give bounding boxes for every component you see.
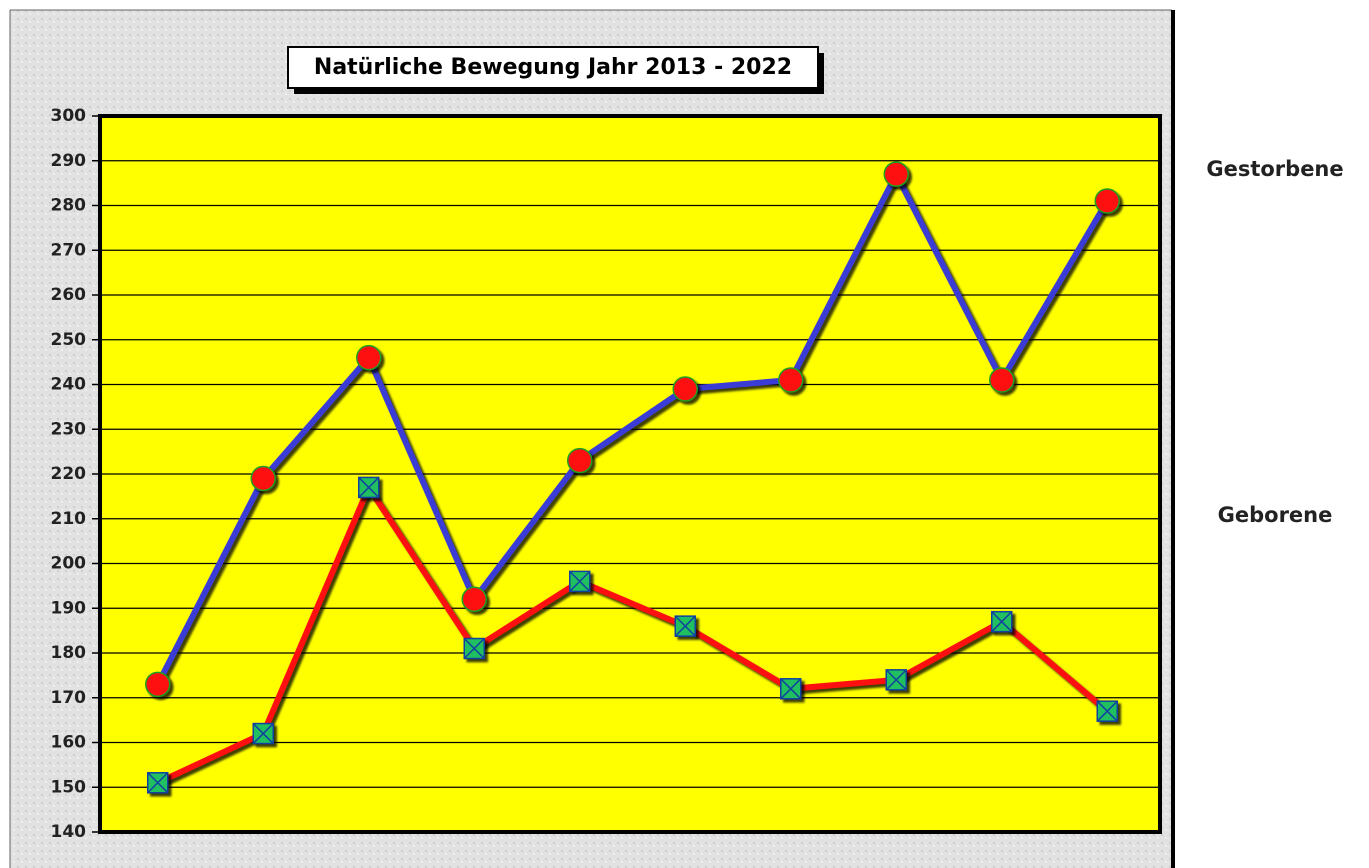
point-marker [883,161,909,187]
marker-part [991,611,1013,633]
y-tick-label: 210 [51,509,87,529]
point-marker [991,610,1013,633]
point-marker [358,476,380,499]
point-marker [674,615,696,637]
legend-label: Gestorbene [1206,157,1343,181]
y-tick-label: 250 [51,330,87,350]
y-tick-label: 160 [51,733,87,753]
point-marker [780,678,802,700]
marker-part [674,615,696,637]
point-marker [885,669,907,691]
marker-part [252,723,274,745]
point-marker [1094,188,1120,214]
plot-border [98,114,1162,834]
point-marker [250,465,276,492]
marker-part [569,570,591,592]
y-tick-label: 140 [51,822,87,842]
y-tick-label: 290 [51,151,87,171]
marker-part [885,669,907,691]
point-marker [989,367,1015,393]
y-tick-label: 170 [51,688,87,708]
marker-part [1096,700,1118,722]
point-marker [147,772,169,794]
marker-part [780,678,802,700]
y-tick-label: 230 [51,419,87,439]
point-marker [672,376,698,402]
point-marker [567,447,593,474]
legend-label: Geborene [1218,503,1333,527]
y-tick-label: 190 [51,598,87,618]
y-tick-label: 180 [51,643,87,663]
point-marker [252,722,274,745]
point-marker [1096,700,1118,722]
marker-part [147,772,169,794]
point-marker [778,367,804,393]
marker-part [463,637,485,660]
point-marker [569,570,591,593]
y-tick-label: 200 [51,554,87,574]
point-marker [145,671,171,698]
series-line [156,484,1110,786]
y-tick-label: 240 [51,375,87,395]
marker-part [358,476,380,498]
y-tick-label: 260 [51,285,87,305]
point-marker [356,344,382,371]
title-box [287,46,819,89]
y-tick-label: 270 [51,240,87,260]
y-tick-label: 220 [51,464,87,484]
y-tick-label: 150 [51,777,87,797]
point-marker [461,586,487,613]
point-marker [463,637,485,660]
chart-title: Natürliche Bewegung Jahr 2013 - 2022 [314,55,792,80]
y-tick-label: 300 [51,106,87,126]
y-tick-label: 280 [51,196,87,216]
series-line [155,171,1110,686]
